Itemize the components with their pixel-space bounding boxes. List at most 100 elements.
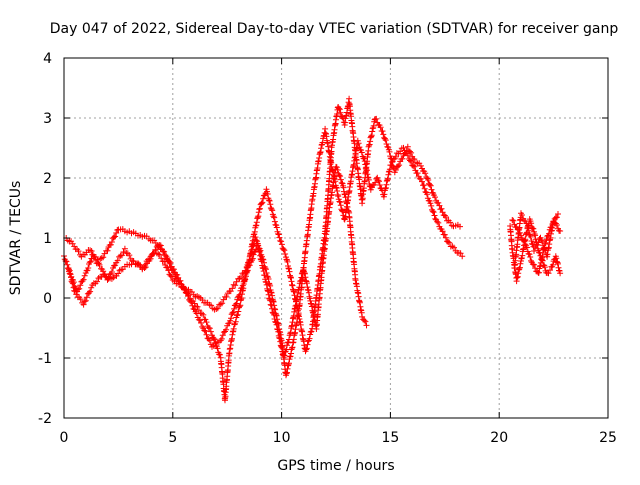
data-point-0-481 <box>375 177 382 184</box>
axis-ticks: 0 5 10 15 20 25 -2 -1 0 1 2 3 4 <box>38 51 617 446</box>
data-point-2-27 <box>94 278 100 285</box>
data-point-1-183 <box>268 206 275 213</box>
data-point-0-560 <box>451 244 457 251</box>
data-point-1-198 <box>278 241 285 248</box>
data-point-3-100 <box>516 229 523 236</box>
data-point-2-105 <box>219 300 226 307</box>
data-point-1-125 <box>232 301 239 308</box>
data-point-3-181 <box>528 238 535 244</box>
data-point-1-253 <box>308 328 315 335</box>
data-point-2-114 <box>232 282 239 289</box>
data-point-0-460 <box>360 155 367 162</box>
data-point-1-84 <box>187 298 194 305</box>
data-point-0-565 <box>459 253 466 260</box>
data-point-2-183 <box>281 352 288 359</box>
data-point-1-66 <box>167 259 174 266</box>
data-point-0-121 <box>206 325 213 332</box>
data-point-2-317 <box>336 172 343 179</box>
data-point-0-61 <box>126 252 133 259</box>
data-point-1-453 <box>383 141 390 147</box>
data-point-1-31 <box>108 239 115 245</box>
data-point-1-459 <box>387 155 394 162</box>
data-point-2-131 <box>253 246 259 253</box>
data-point-0-531 <box>421 185 428 192</box>
data-point-3-94 <box>510 217 517 224</box>
data-point-0-542 <box>430 209 437 216</box>
data-point-0-543 <box>431 212 438 219</box>
data-point-1-129 <box>235 293 242 300</box>
data-point-1-515 <box>447 219 454 226</box>
data-point-3-217 <box>553 222 560 228</box>
x-tick-label: 5 <box>168 430 177 446</box>
y-tick-label: 4 <box>43 51 52 67</box>
data-point-3-30 <box>517 260 524 267</box>
data-point-3-93 <box>509 217 516 223</box>
data-point-0-17 <box>75 286 82 293</box>
data-point-3-185 <box>531 248 537 254</box>
data-point-0-480 <box>374 174 381 181</box>
y-axis-label: SDTVAR / TECUs <box>8 181 24 296</box>
data-point-2-186 <box>283 346 290 353</box>
data-point-1-95 <box>199 323 206 330</box>
data-point-0-530 <box>420 182 427 189</box>
data-point-1-469 <box>396 162 403 169</box>
data-point-0-458 <box>358 149 365 156</box>
data-point-2-14 <box>77 296 84 303</box>
data-point-1-98 <box>202 328 209 335</box>
data-point-2-3 <box>67 271 74 277</box>
data-point-3-180 <box>527 233 534 240</box>
data-point-0-29 <box>86 259 93 266</box>
data-point-0-547 <box>435 219 442 226</box>
data-point-0-18 <box>76 285 83 292</box>
chart-title: Day 047 of 2022, Sidereal Day-to-day VTE… <box>50 21 619 37</box>
data-point-2-16 <box>80 301 87 308</box>
data-point-0-509 <box>397 148 404 155</box>
data-point-1-137 <box>242 276 249 283</box>
data-point-2-7 <box>69 280 76 287</box>
data-point-0-130 <box>214 345 221 352</box>
data-point-0-48 <box>108 269 115 275</box>
data-point-0-182 <box>231 321 238 328</box>
data-point-1-24 <box>100 254 107 261</box>
data-point-2-118 <box>238 274 244 280</box>
data-point-0-55 <box>117 252 124 259</box>
data-point-3-177 <box>525 227 532 234</box>
data-point-1-197 <box>278 238 285 245</box>
data-point-2-72 <box>165 267 172 274</box>
data-point-1-494 <box>425 177 432 183</box>
data-point-1-99 <box>203 331 210 338</box>
data-point-2-102 <box>214 305 221 312</box>
data-point-2-165 <box>271 316 278 322</box>
data-point-0-51 <box>112 262 119 269</box>
data-point-2-215 <box>297 277 304 284</box>
x-tick-label: 15 <box>381 430 399 446</box>
data-point-1-493 <box>424 175 431 182</box>
data-point-2-0 <box>65 265 72 271</box>
data-point-2-23 <box>88 284 95 291</box>
data-point-1-63 <box>164 255 171 261</box>
data-point-2-331 <box>344 204 351 210</box>
data-point-1-102 <box>206 337 213 344</box>
data-point-2-112 <box>229 285 236 292</box>
data-point-0-511 <box>400 144 407 151</box>
data-point-0-482 <box>376 178 382 185</box>
data-point-0-414 <box>337 202 344 209</box>
data-point-0-30 <box>87 258 94 265</box>
data-point-0-416 <box>339 207 346 214</box>
data-point-1-111 <box>219 332 226 339</box>
data-point-1-472 <box>399 155 406 162</box>
data-point-1-483 <box>411 156 418 163</box>
data-point-2-17 <box>81 298 88 305</box>
data-point-1-477 <box>404 143 411 150</box>
data-point-1-487 <box>417 162 424 169</box>
data-point-3-220 <box>557 228 564 234</box>
data-point-1-121 <box>229 310 236 316</box>
data-point-2-189 <box>285 339 292 346</box>
data-point-1-65 <box>166 258 173 265</box>
data-point-3-194 <box>540 242 546 249</box>
data-point-2-379 <box>362 318 369 325</box>
data-point-3-170 <box>519 212 525 218</box>
data-point-3-80 <box>549 261 556 268</box>
data-point-1-194 <box>275 231 282 238</box>
data-point-1-94 <box>198 320 205 326</box>
